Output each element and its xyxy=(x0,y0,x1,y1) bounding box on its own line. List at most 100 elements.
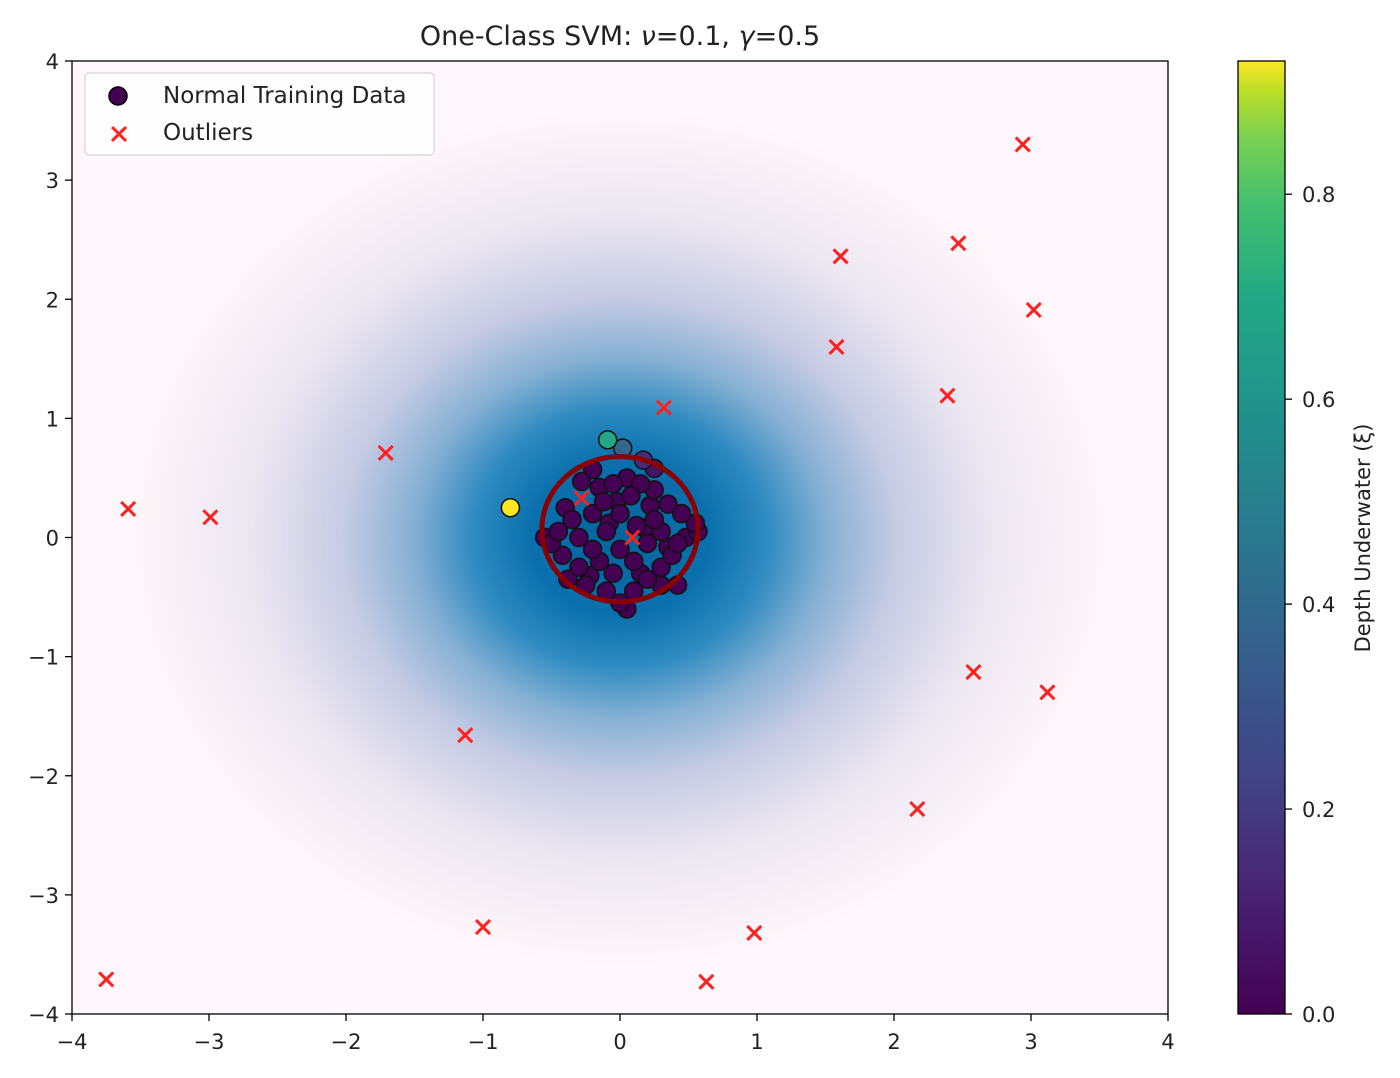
outlier-stroke xyxy=(965,664,982,681)
outlier-stroke xyxy=(624,529,641,546)
y-tick-label: 2 xyxy=(46,288,59,312)
outlier-stroke xyxy=(474,918,492,936)
normal-data-point xyxy=(582,503,603,524)
colorbar-tick-label: 0.0 xyxy=(1302,1003,1335,1027)
normal-data-point xyxy=(603,563,623,583)
normal-data-point xyxy=(562,509,582,530)
outlier-point xyxy=(98,971,115,988)
y-tick-label: 4 xyxy=(46,50,59,74)
outlier-point xyxy=(746,924,763,942)
normal-data-point xyxy=(558,569,578,589)
outlier-stroke xyxy=(202,509,219,526)
x-tick-label: 0 xyxy=(613,1030,626,1054)
x-tick-label: −3 xyxy=(194,1030,225,1054)
outlier-stroke xyxy=(746,924,763,942)
decision-boundary xyxy=(539,453,701,605)
outlier-point xyxy=(828,338,845,355)
y-tick-label: −1 xyxy=(28,646,59,670)
legend: Normal Training Data Outliers xyxy=(84,72,435,156)
normal-data-point xyxy=(593,492,614,512)
outlier-point xyxy=(120,500,137,517)
outlier-stroke xyxy=(1014,136,1031,153)
normal-data-point xyxy=(603,474,623,494)
normal-data-point xyxy=(596,521,617,542)
outlier-point xyxy=(698,973,715,990)
legend-label-normal: Normal Training Data xyxy=(163,83,407,109)
colorbar-label: Depth Underwater (ξ) xyxy=(1351,424,1375,653)
outlier-stroke xyxy=(98,971,115,988)
outlier-stroke xyxy=(950,235,967,252)
y-tick-label: −3 xyxy=(28,884,59,908)
outlier-stroke xyxy=(1039,684,1056,701)
normal-data-point xyxy=(623,551,644,572)
normal-data-point xyxy=(500,497,521,518)
normal-data-point xyxy=(667,533,688,554)
plot-area xyxy=(72,61,1168,1014)
outlier-stroke xyxy=(698,973,715,990)
normal-data-point xyxy=(651,557,671,578)
outlier-stroke xyxy=(120,500,137,517)
outlier-stroke xyxy=(1025,301,1042,319)
normal-data-point xyxy=(552,545,573,566)
colorbar-tick-label: 0.4 xyxy=(1302,593,1335,617)
legend-marker-outlier xyxy=(110,125,128,143)
outlier-point xyxy=(1014,136,1031,153)
legend-marker-normal xyxy=(108,86,128,106)
normal-data-point xyxy=(569,557,589,578)
colorbar-tick-label: 0.2 xyxy=(1302,798,1335,822)
normal-data-point xyxy=(621,486,641,506)
x-tick-label: 3 xyxy=(1024,1030,1037,1054)
normal-data-point xyxy=(597,430,618,450)
outlier-point xyxy=(965,664,982,681)
outlier-point xyxy=(624,529,641,546)
x-tick-label: −4 xyxy=(57,1030,88,1054)
y-tick-label: 3 xyxy=(46,169,59,193)
outlier-point xyxy=(832,248,849,265)
normal-data-point xyxy=(548,521,569,542)
outlier-point xyxy=(1039,684,1056,701)
outlier-point xyxy=(202,509,219,526)
colorbar: 0.0 0.2 0.4 0.6 0.8 Depth Underwater (ξ) xyxy=(1237,60,1375,1027)
x-tick-label: −2 xyxy=(331,1030,362,1054)
outlier-stroke xyxy=(457,727,474,744)
x-tick-label: 2 xyxy=(887,1030,900,1054)
y-tick-label: −4 xyxy=(28,1003,59,1027)
outlier-point xyxy=(1025,301,1042,319)
outlier-point xyxy=(474,918,492,936)
chart-title: One-Class SVM: ν=0.1, γ=0.5 xyxy=(420,21,820,52)
normal-data-point xyxy=(610,503,630,524)
outlier-stroke xyxy=(832,248,849,265)
x-tick-label: 1 xyxy=(750,1030,763,1054)
outlier-stroke xyxy=(377,444,394,461)
normal-data-point xyxy=(644,509,664,530)
normal-data-point xyxy=(637,533,658,554)
outlier-stroke xyxy=(573,490,590,507)
outlier-point xyxy=(939,387,956,404)
x-tick-label: −1 xyxy=(468,1030,499,1054)
outlier-point xyxy=(573,490,590,507)
y-tick-label: 1 xyxy=(46,407,59,431)
outlier-point xyxy=(909,801,926,818)
y-tick-label: −2 xyxy=(28,765,59,789)
outlier-stroke xyxy=(939,387,956,404)
outlier-stroke xyxy=(909,801,926,818)
outlier-stroke xyxy=(828,338,845,355)
outlier-point xyxy=(950,235,967,252)
y-tick-label: 0 xyxy=(46,527,59,551)
legend-label-outliers: Outliers xyxy=(163,120,253,146)
outlier-point xyxy=(457,727,474,744)
outlier-point xyxy=(377,444,394,461)
normal-data-point xyxy=(610,539,630,560)
colorbar-tick-label: 0.8 xyxy=(1302,183,1335,207)
outlier-stroke xyxy=(655,399,672,416)
decision-function-heatmap xyxy=(126,108,1114,967)
x-tick-label: 4 xyxy=(1161,1030,1174,1054)
normal-data-point xyxy=(569,527,589,548)
outlier-point xyxy=(655,399,672,416)
colorbar-tick-label: 0.6 xyxy=(1302,388,1335,412)
colorbar-gradient xyxy=(1237,60,1286,1015)
normal-data-point xyxy=(582,539,603,560)
normal-data-point xyxy=(658,494,678,514)
normal-data-point xyxy=(571,471,592,492)
normal-data-point xyxy=(671,503,692,524)
